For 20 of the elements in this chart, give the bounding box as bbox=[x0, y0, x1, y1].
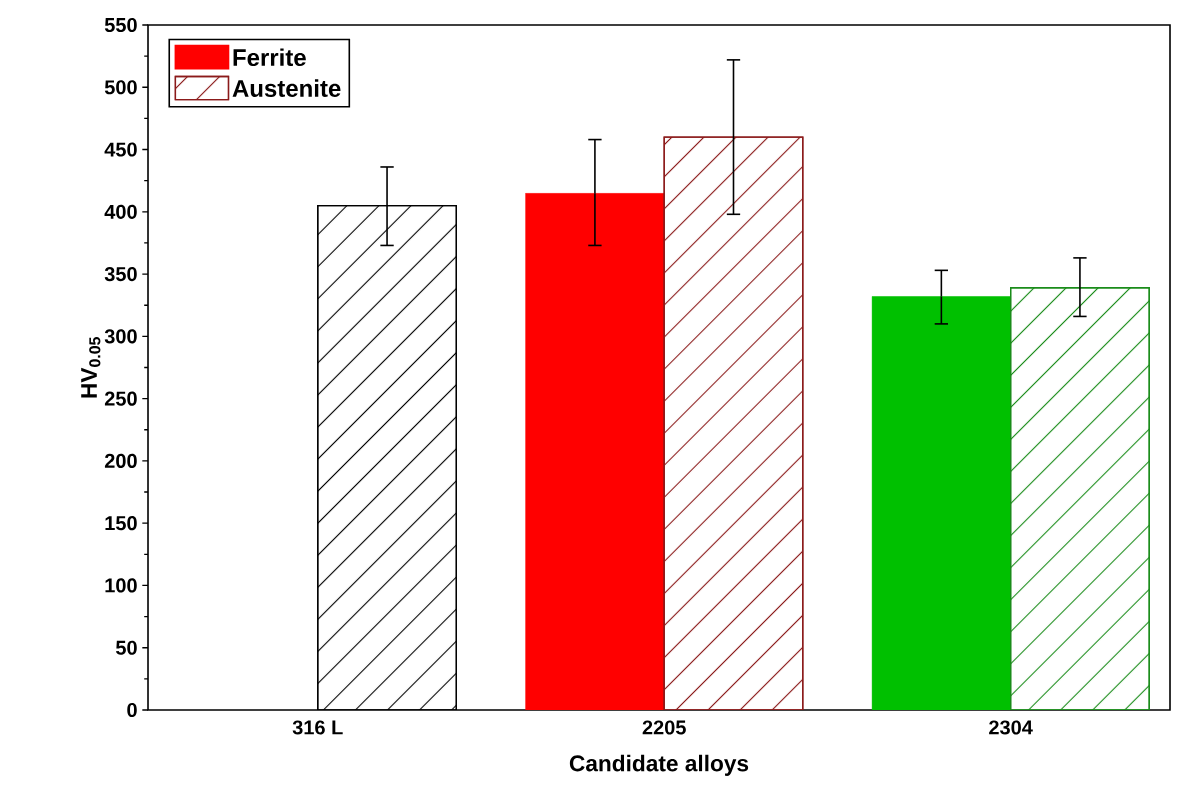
x-tick-label: 2304 bbox=[989, 720, 1033, 735]
y-tick-label: 350 bbox=[104, 266, 137, 282]
legend-label: Ferrite bbox=[233, 48, 306, 67]
x-axis-title: Candidate alloys bbox=[569, 754, 749, 776]
x-tick-label: 2205 bbox=[642, 720, 686, 735]
y-tick-label: 200 bbox=[104, 453, 137, 468]
y-tick-label: 450 bbox=[104, 142, 137, 157]
y-tick-label: 550 bbox=[104, 17, 137, 33]
y-tick-label: 500 bbox=[104, 80, 137, 95]
y-tick-label: 100 bbox=[105, 578, 137, 593]
y-axis-title: HV$_{0.05}$ bbox=[81, 337, 101, 398]
y-tick-label: 50 bbox=[115, 640, 137, 655]
y-tick-label: 0 bbox=[127, 702, 137, 718]
legend-label: Austenite bbox=[232, 79, 341, 97]
y-tick-label: 300 bbox=[104, 329, 137, 344]
x-tick-label: 316 L bbox=[292, 720, 343, 735]
y-tick-label: 400 bbox=[104, 204, 137, 219]
y-tick-label: 250 bbox=[104, 391, 137, 406]
bar bbox=[525, 192, 665, 710]
y-tick-label: 150 bbox=[105, 516, 137, 531]
